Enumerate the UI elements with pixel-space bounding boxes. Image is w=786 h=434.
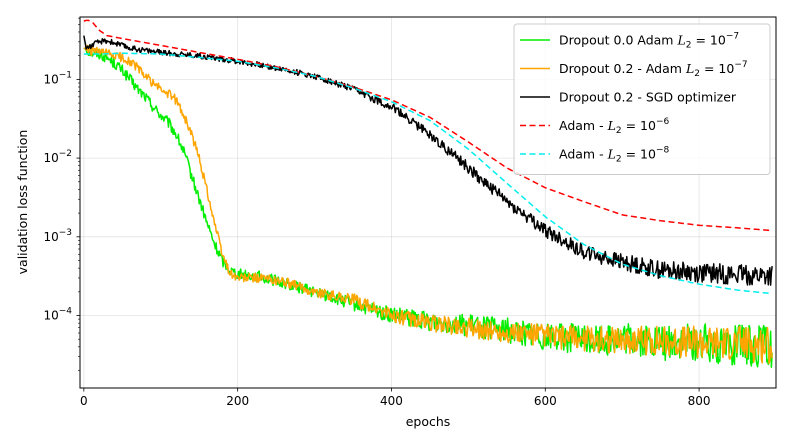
y-tick-label: 10−1 [43,70,72,86]
legend-label: Adam - L2 = 10−6 [559,117,669,136]
x-tick-label: 0 [80,394,88,408]
y-tick-label: 10−2 [43,149,72,165]
legend-label: Dropout 0.0 Adam L2 = 10−7 [559,32,739,51]
x-tick-label: 800 [688,394,711,408]
series-line-2 [83,44,773,365]
legend-label: Dropout 0.2 - SGD optimizer [559,90,737,105]
series-layer [83,19,773,369]
y-tick-label: 10−4 [43,307,72,323]
plot-frame [79,16,777,389]
x-axis-label: epochs [406,414,451,429]
legend-label: Dropout 0.2 - Adam L2 = 10−7 [559,60,748,79]
legend-box [513,23,771,175]
legend-label: Adam - L2 = 10−8 [559,146,669,165]
x-tick-label: 600 [534,394,557,408]
series-line-3 [83,35,773,286]
x-tick-label: 400 [380,394,403,408]
y-tick-label: 10−3 [43,228,72,244]
legend: Dropout 0.0 Adam L2 = 10−7 Dropout 0.2 - … [513,23,771,175]
series-line-5 [83,52,772,295]
y-axis-label: validation loss function [15,130,30,275]
x-tick-label: 200 [226,394,249,408]
axis-ticks: 0 200 400 600 800 10−4 10−3 10−2 10−1 [43,17,711,408]
